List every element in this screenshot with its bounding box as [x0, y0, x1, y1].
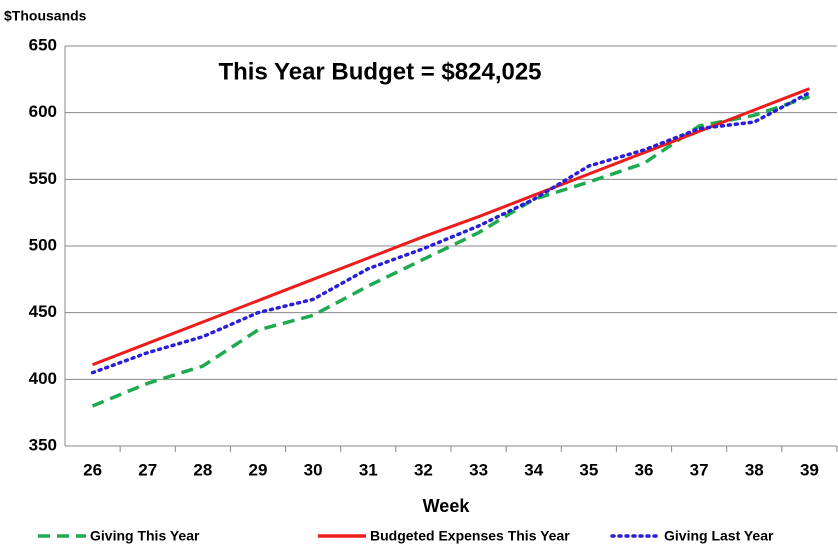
y-tick-label: 400	[29, 369, 57, 388]
legend-label: Giving Last Year	[664, 528, 774, 544]
x-tick-label: 29	[249, 460, 268, 479]
x-tick-label: 38	[745, 460, 764, 479]
annotation: This Year Budget = $824,025	[218, 58, 541, 85]
series-line	[90, 90, 812, 375]
x-tick-label: 32	[414, 460, 433, 479]
series-line	[92, 87, 810, 367]
y-tick-label: 350	[29, 435, 57, 454]
x-axis-label: Week	[423, 496, 471, 516]
x-tick-label: 35	[579, 460, 598, 479]
legend-label: Budgeted Expenses This Year	[370, 528, 570, 544]
x-tick-label: 36	[635, 460, 654, 479]
y-tick-label: 500	[29, 235, 57, 254]
y-tick-label: 650	[29, 35, 57, 54]
x-tick-label: 30	[304, 460, 323, 479]
y-axis-label: $Thousands	[4, 8, 87, 24]
x-tick-label: 28	[193, 460, 212, 479]
series-line	[91, 95, 810, 408]
y-tick-label: 600	[29, 102, 57, 121]
x-tick-label: 26	[83, 460, 102, 479]
x-tick-label: 27	[138, 460, 157, 479]
x-tick-label: 34	[524, 460, 543, 479]
x-tick-label: 39	[800, 460, 819, 479]
y-tick-label: 550	[29, 169, 57, 188]
legend-label: Giving This Year	[90, 528, 200, 544]
y-tick-label: 450	[29, 302, 57, 321]
x-tick-label: 31	[359, 460, 378, 479]
x-tick-label: 37	[690, 460, 709, 479]
x-tick-label: 33	[469, 460, 488, 479]
